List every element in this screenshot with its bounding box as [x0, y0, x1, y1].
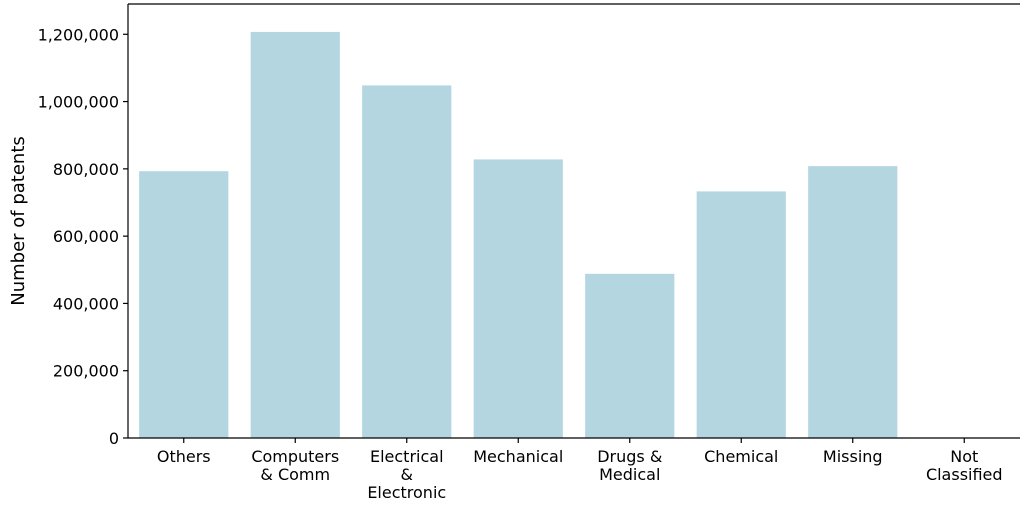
bar-drugs-medical: [585, 273, 675, 438]
x-tick-label: Electrical & Electronic: [367, 447, 446, 502]
x-tick-label: Not Classified: [926, 447, 1003, 484]
y-tick-label: 1,000,000: [38, 93, 119, 112]
bar-mechanical: [473, 159, 563, 438]
x-tick-label: Drugs & Medical: [597, 447, 662, 484]
y-tick-label: 0: [109, 429, 119, 448]
bar-missing: [808, 166, 898, 438]
bars-group: [139, 31, 898, 438]
bar-electrical-electronic: [362, 85, 452, 438]
y-tick-label: 600,000: [53, 227, 119, 246]
y-tick-label: 200,000: [53, 362, 119, 381]
x-tick-label: Computers & Comm: [251, 447, 339, 484]
x-tick-label: Others: [157, 447, 211, 466]
x-tick-label: Missing: [823, 447, 883, 466]
x-axis-ticks: Others Computers & Comm Electrical & Electron…: [157, 438, 1003, 502]
y-axis-ticks: 0 200,000 400,000 600,000 800,000 1,000,000 1,…: [38, 25, 128, 448]
y-tick-label: 1,200,000: [38, 25, 119, 44]
y-axis-title: Number of patents: [8, 136, 29, 306]
x-tick-label: Chemical: [704, 447, 778, 466]
bar-others: [139, 171, 229, 438]
bar-computers-comm: [250, 31, 340, 438]
y-tick-label: 800,000: [53, 160, 119, 179]
x-tick-label: Mechanical: [473, 447, 563, 466]
y-tick-label: 400,000: [53, 294, 119, 313]
bar-chemical: [696, 191, 786, 438]
